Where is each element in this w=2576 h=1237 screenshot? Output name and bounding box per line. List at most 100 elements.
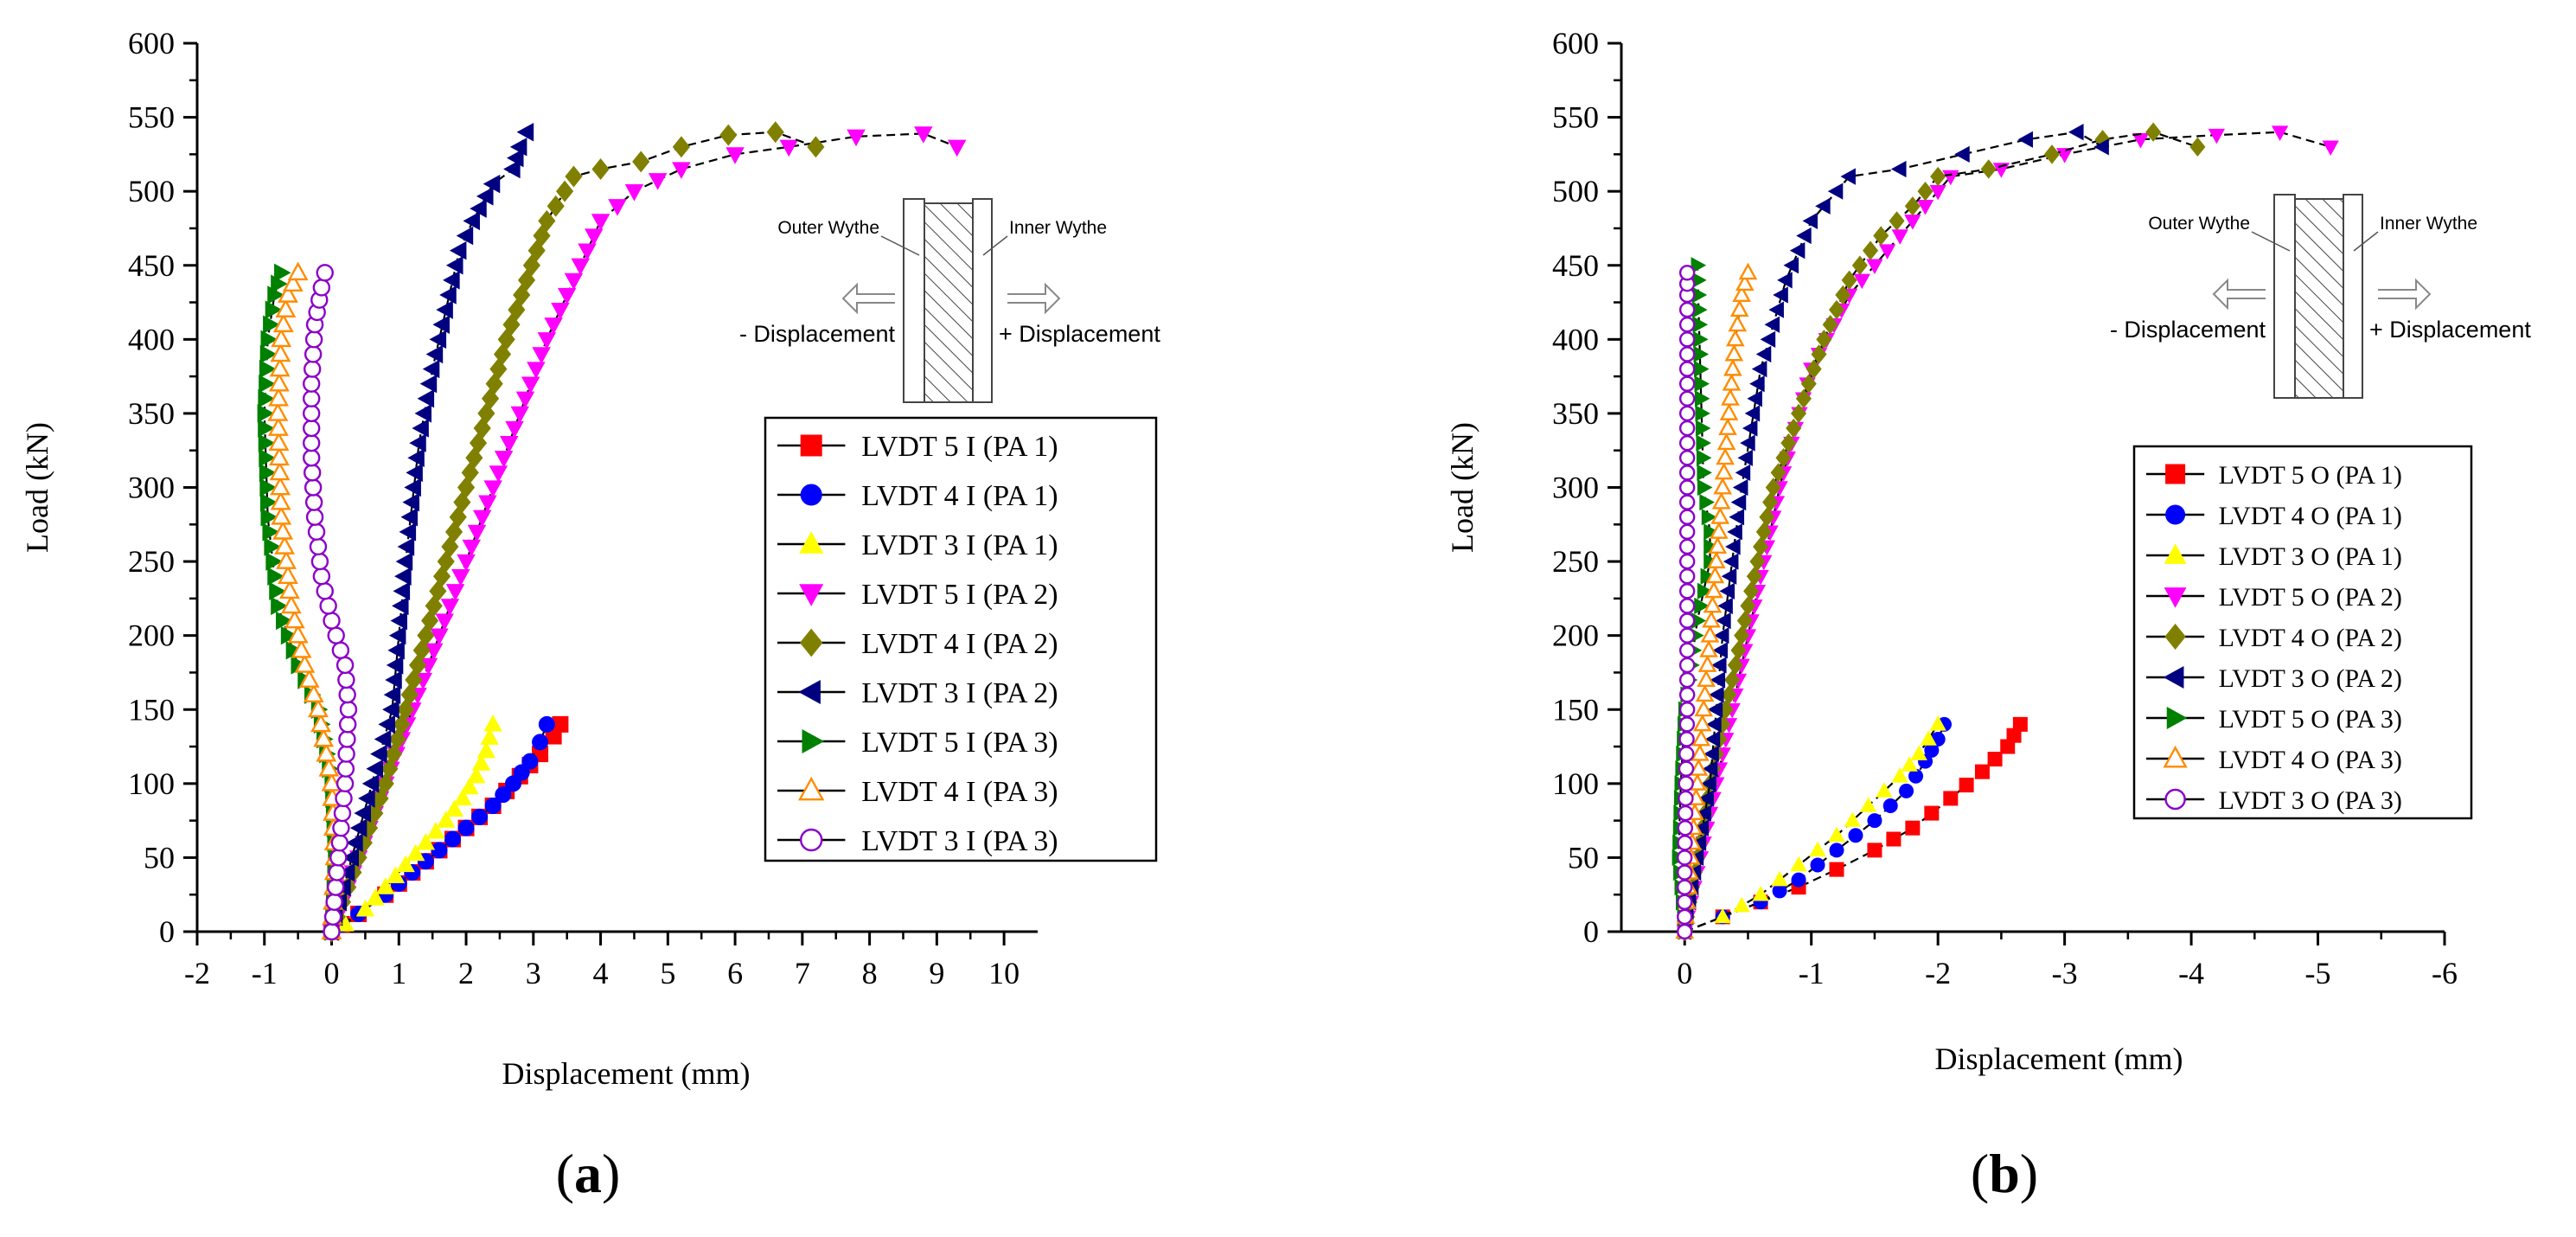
data-point <box>1678 671 1696 689</box>
data-point <box>1711 491 1731 510</box>
data-point <box>1917 181 1934 202</box>
data-point <box>440 599 460 616</box>
data-point <box>1755 522 1772 542</box>
inner-wythe <box>972 198 993 403</box>
legend-label: LVDT 5 O (PA 1) <box>2219 461 2402 490</box>
data-point <box>1678 375 1696 392</box>
data-point <box>807 136 825 158</box>
data-point <box>435 613 454 631</box>
inner-wythe-leader <box>2353 231 2379 252</box>
data-point <box>342 848 359 868</box>
data-point <box>1810 857 1825 873</box>
data-point <box>387 641 405 660</box>
outer-wythe-label: Outer Wythe <box>2148 214 2250 234</box>
data-point <box>1783 257 1799 274</box>
legend-entry: LVDT 3 I (PA 2) <box>777 677 1058 709</box>
data-point <box>304 478 323 497</box>
data-point <box>1929 715 1946 731</box>
data-point <box>632 151 650 173</box>
data-point <box>500 436 519 453</box>
data-point <box>483 174 501 194</box>
inner-wall <box>924 202 974 403</box>
data-point <box>456 226 474 246</box>
data-point <box>388 727 406 750</box>
data-point <box>2093 138 2109 156</box>
data-point <box>307 522 326 542</box>
data-point <box>449 506 467 529</box>
data-point <box>1802 212 1818 230</box>
data-point <box>471 808 489 825</box>
data-point <box>1764 316 1780 333</box>
data-point <box>1712 642 1729 659</box>
data-point <box>259 359 277 379</box>
data-point <box>551 302 570 320</box>
data-point <box>476 740 496 759</box>
data-point <box>1706 715 1722 734</box>
series-lvdt-3-i-pa-2- <box>322 122 534 941</box>
pos-displacement-label: + Displacement <box>2369 317 2531 343</box>
data-point <box>406 463 423 483</box>
data-point <box>1678 746 1695 762</box>
data-point <box>449 240 467 260</box>
data-point <box>1690 743 1710 761</box>
data-point <box>303 360 322 378</box>
x-tick-label: 6 <box>727 956 743 990</box>
data-point <box>439 285 457 304</box>
data-point <box>2145 122 2162 142</box>
data-point <box>1703 595 1723 613</box>
data-point <box>258 419 275 438</box>
legend-entry: LVDT 5 O (PA 2) <box>2146 583 2402 612</box>
data-point <box>267 417 289 436</box>
data-point <box>457 819 475 836</box>
data-point <box>282 272 304 292</box>
data-point <box>416 832 436 850</box>
data-point <box>346 833 363 853</box>
data-point <box>444 799 464 817</box>
data-point <box>1709 522 1729 539</box>
series-lvdt-3-o-pa-3- <box>1677 265 1696 940</box>
data-point <box>1862 240 1879 260</box>
data-point <box>1777 272 1793 289</box>
data-point <box>1721 567 1737 585</box>
data-point <box>1694 390 1710 407</box>
data-point <box>396 855 415 873</box>
data-point <box>259 344 278 364</box>
data-point <box>366 888 385 906</box>
inner-wythe-leader <box>982 235 1008 256</box>
data-point <box>268 372 290 392</box>
data-point <box>1771 870 1788 887</box>
data-point <box>1701 775 1716 792</box>
data-point <box>308 698 329 718</box>
data-point <box>278 580 300 599</box>
data-point <box>483 714 502 732</box>
data-point <box>269 446 290 466</box>
data-point <box>463 211 480 231</box>
data-point <box>1678 642 1696 658</box>
data-point <box>1891 767 1908 783</box>
y-tick-label: 400 <box>1552 322 1599 356</box>
x-tick-label: 0 <box>1677 956 1692 990</box>
data-point <box>1759 507 1775 527</box>
data-point <box>280 625 298 645</box>
data-point <box>555 180 574 202</box>
legend-entry: LVDT 3 I (PA 3) <box>777 825 1058 857</box>
data-point <box>1719 403 1739 420</box>
data-point <box>354 804 371 823</box>
legend-label: LVDT 4 I (PA 2) <box>861 628 1058 660</box>
x-tick-label: -2 <box>1925 956 1951 990</box>
legend-label: LVDT 3 I (PA 3) <box>861 825 1058 857</box>
legend-label: LVDT 5 I (PA 3) <box>861 727 1058 759</box>
data-point <box>270 476 291 496</box>
data-point <box>1713 627 1729 644</box>
data-point <box>400 683 419 706</box>
data-point <box>2055 148 2074 163</box>
data-point <box>478 495 497 513</box>
data-point <box>1691 728 1711 747</box>
data-point <box>453 788 472 806</box>
y-axis-label: Load (kN) <box>1445 422 1480 553</box>
data-point <box>337 862 355 882</box>
data-point <box>443 271 460 290</box>
data-point <box>1710 671 1726 689</box>
inner-wythe-label: Inner Wythe <box>1009 218 1107 238</box>
legend-entry: LVDT 4 I (PA 1) <box>777 480 1058 512</box>
